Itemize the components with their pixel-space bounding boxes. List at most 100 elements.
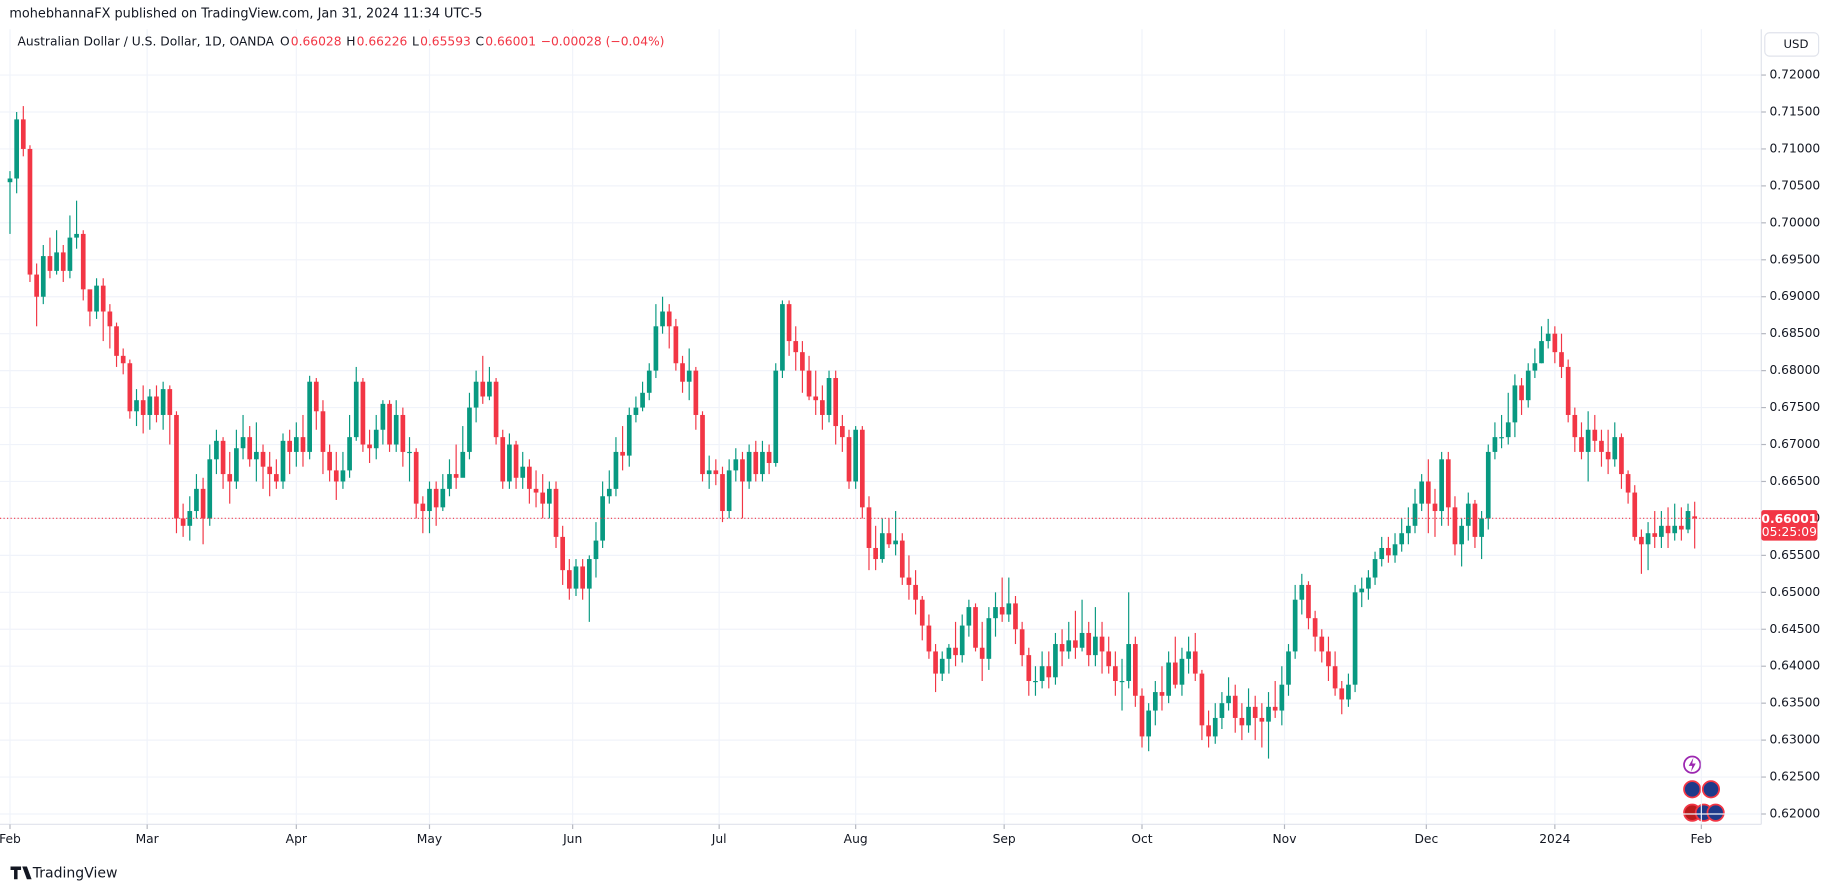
- currency-button[interactable]: [1764, 32, 1820, 57]
- candle-body: [453, 474, 459, 478]
- candle-body: [1579, 437, 1584, 452]
- candle-body: [1099, 636, 1105, 652]
- candle-body: [327, 451, 332, 471]
- candle-body: [866, 507, 872, 548]
- candle-body: [493, 381, 499, 438]
- candle-body: [1425, 481, 1431, 504]
- candle-body: [1019, 629, 1025, 656]
- candle-body: [586, 559, 592, 589]
- candle-body: [1059, 644, 1065, 652]
- candle-body: [826, 378, 832, 415]
- candle-body: [134, 400, 139, 412]
- candle-body: [34, 274, 39, 297]
- y-tick-label: 0.71000: [1769, 141, 1820, 155]
- candle-body: [646, 370, 652, 393]
- change: −0.00028 (−0.04%): [541, 35, 665, 49]
- candle-body: [1126, 644, 1132, 681]
- candle-body: [879, 533, 885, 560]
- candle-body: [993, 607, 998, 619]
- candle-body: [953, 647, 958, 656]
- candle-body: [280, 440, 286, 482]
- candle-body: [1592, 429, 1598, 441]
- candle-body: [373, 429, 379, 449]
- candle-body: [1312, 618, 1318, 637]
- candle-body: [666, 311, 672, 327]
- candle-body: [220, 440, 226, 475]
- candle-body: [1452, 507, 1458, 545]
- candle-body: [1672, 525, 1678, 534]
- candle-body: [1106, 651, 1112, 667]
- candle-body: [440, 488, 446, 508]
- candle-body: [1399, 533, 1405, 545]
- candle-body: [180, 518, 186, 526]
- candle-body: [1532, 363, 1538, 371]
- candle-body: [240, 437, 246, 449]
- x-tick-label: Sep: [993, 832, 1016, 846]
- candle-body: [1692, 516, 1698, 519]
- candle-body: [706, 470, 712, 475]
- candle-body: [1512, 385, 1518, 423]
- candle-body: [7, 178, 13, 183]
- candle-body: [846, 437, 852, 482]
- candle-body: [926, 625, 932, 652]
- candle-body: [1552, 333, 1558, 353]
- candle-body: [1632, 492, 1638, 537]
- x-tick-label: Apr: [286, 832, 308, 846]
- candle-body: [1226, 695, 1231, 704]
- candle-body: [160, 389, 166, 415]
- candles: [7, 106, 1698, 759]
- ohlc-value: 0.66001: [485, 35, 536, 49]
- candle-body: [593, 540, 599, 560]
- candle-body: [660, 311, 665, 327]
- y-tick-label: 0.66500: [1769, 474, 1820, 488]
- candle-body: [913, 584, 918, 600]
- candle-body: [1479, 518, 1484, 537]
- candle-body: [1219, 703, 1225, 718]
- y-tick-label: 0.67000: [1769, 437, 1820, 451]
- candle-body: [800, 352, 805, 371]
- candle-body: [1239, 717, 1245, 726]
- candle-body: [234, 448, 239, 482]
- candle-body: [1132, 644, 1138, 696]
- x-tick-label: Mar: [136, 832, 160, 846]
- candle-body: [753, 451, 759, 475]
- candle-body: [1053, 644, 1058, 678]
- candle-body: [966, 607, 972, 626]
- candle-body: [74, 233, 79, 238]
- candle-body: [300, 437, 306, 452]
- candle-body: [433, 488, 439, 508]
- candle-body: [1252, 706, 1258, 718]
- currency-label[interactable]: USD: [1784, 37, 1809, 51]
- candle-body: [1152, 692, 1158, 711]
- ohlc-letter: C: [476, 35, 485, 49]
- candle-body: [540, 492, 546, 504]
- candle-body: [1539, 341, 1544, 364]
- candle-body: [1525, 370, 1531, 401]
- candle-body: [1406, 525, 1411, 534]
- candle-body: [680, 363, 685, 382]
- x-tick-label: Feb: [0, 832, 21, 846]
- candle-body: [560, 536, 566, 571]
- candle-body: [1472, 503, 1478, 537]
- candle-body: [1046, 666, 1052, 678]
- candle-body: [1599, 440, 1604, 452]
- candle-body: [1212, 717, 1218, 737]
- candle-body: [1645, 533, 1651, 545]
- candle-body: [1033, 680, 1038, 683]
- candle-body: [460, 451, 466, 478]
- candle-body: [886, 533, 892, 545]
- candle-body: [94, 285, 99, 312]
- candle-body: [793, 341, 799, 353]
- candle-body: [606, 488, 612, 497]
- candle-body: [620, 451, 625, 456]
- x-tick-label: May: [417, 832, 442, 846]
- candle-body: [746, 451, 752, 482]
- candle-body: [686, 370, 692, 382]
- candle-body: [214, 440, 219, 460]
- candle-body: [100, 285, 106, 312]
- y-tick-label: 0.63500: [1769, 696, 1820, 710]
- candle-body: [1166, 662, 1171, 696]
- candle-body: [147, 396, 153, 415]
- candle-body: [553, 488, 559, 537]
- ohlc-letter: O: [280, 35, 290, 49]
